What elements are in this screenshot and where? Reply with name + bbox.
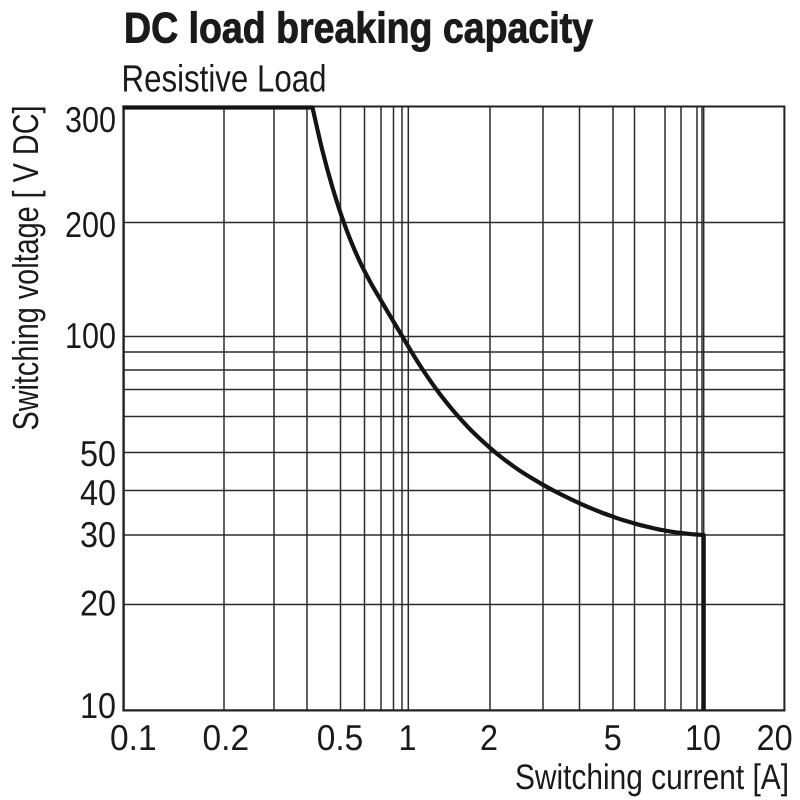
svg-text:DC load breaking capacity: DC load breaking capacity xyxy=(124,5,593,53)
svg-text:0.1: 0.1 xyxy=(110,717,157,758)
svg-text:0.5: 0.5 xyxy=(317,717,364,758)
svg-text:1: 1 xyxy=(399,717,417,758)
svg-text:10: 10 xyxy=(685,717,721,758)
svg-text:200: 200 xyxy=(65,204,116,245)
svg-text:10: 10 xyxy=(80,685,116,726)
svg-text:50: 50 xyxy=(80,433,116,474)
svg-text:2: 2 xyxy=(480,717,498,758)
svg-text:5: 5 xyxy=(604,717,622,758)
svg-text:100: 100 xyxy=(65,315,116,356)
svg-text:Switching voltage [ V DC]: Switching voltage [ V DC] xyxy=(5,106,46,431)
svg-text:0.2: 0.2 xyxy=(203,717,250,758)
svg-text:300: 300 xyxy=(65,99,116,140)
svg-text:20: 20 xyxy=(757,717,793,758)
svg-text:30: 30 xyxy=(80,514,116,555)
svg-text:Switching current [A]: Switching current [A] xyxy=(515,757,789,797)
svg-text:20: 20 xyxy=(80,582,116,623)
svg-text:Resistive Load: Resistive Load xyxy=(122,59,327,101)
svg-text:40: 40 xyxy=(80,472,116,513)
